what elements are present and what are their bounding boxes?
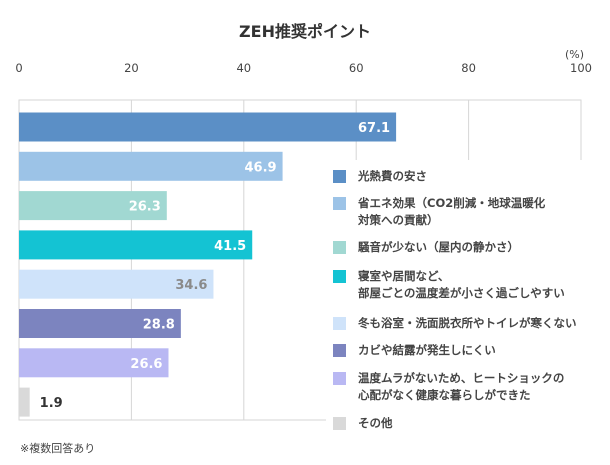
chart-legend: 光熱費の安さ省エネ効果（CO2削減・地球温暖化 対策への貢献） 騒音が少ない（屋内… [326,160,608,440]
legend-item: 光熱費の安さ [326,168,427,185]
chart-title: ZEH推奨ポイント [239,22,371,41]
legend-item: 寝室や居間など、 部屋ごとの温度差が小さく過ごしやすい [326,268,565,302]
legend-swatch [333,197,346,210]
legend-label: その他 [358,416,393,430]
x-tick-label: 20 [124,61,139,75]
x-tick-label: 60 [349,61,364,75]
data-label: 26.3 [129,200,161,215]
data-label: 26.6 [130,357,162,372]
bar [19,230,253,260]
legend-item: その他 [326,415,393,432]
x-tick-label: 0 [15,61,22,75]
legend-item: 騒音が少ない（屋内の静かさ） [326,239,519,256]
legend-swatch [333,170,346,183]
bar [19,309,181,338]
legend-item: 冬も浴室・洗面脱衣所やトイレが寒くない [326,315,577,332]
legend-item: 温度ムラがないため、ヒートショックの 心配がなく健康な暮らしができた [326,370,564,404]
legend-swatch [333,417,346,430]
bar [19,151,283,181]
legend-item: 省エネ効果（CO2削減・地球温暖化 対策への貢献） [326,195,545,229]
legend-label: 冬も浴室・洗面脱衣所やトイレが寒くない [358,316,577,330]
legend-swatch [333,241,346,254]
axis-unit-label: (%) [565,48,585,61]
bar [19,112,397,142]
bar [19,387,30,417]
x-tick-label: 80 [461,61,476,75]
legend-label: カビや結露が発生しにくい [358,343,496,357]
legend-label: 温度ムラがないため、ヒートショックの 心配がなく健康な暮らしができた [358,371,565,402]
data-label: 1.9 [40,396,63,411]
legend-swatch [333,270,346,283]
x-tick-label: 40 [236,61,251,75]
x-tick-label: 100 [570,61,592,75]
bar [19,269,214,299]
footnote: ※複数回答あり [20,442,96,455]
legend-swatch [333,317,346,330]
data-label: 34.6 [175,278,207,293]
data-label: 41.5 [214,239,246,254]
legend-label: 省エネ効果（CO2削減・地球温暖化 対策への貢献） [358,196,546,227]
legend-swatch [333,372,346,385]
bar [19,348,169,378]
data-label: 28.8 [143,318,175,333]
legend-label: 光熱費の安さ [358,169,427,183]
data-label: 46.9 [244,160,276,175]
legend-swatch [333,344,346,357]
legend-label: 寝室や居間など、 部屋ごとの温度差が小さく過ごしやすい [358,269,565,300]
data-label: 67.1 [358,121,390,136]
legend-label: 騒音が少ない（屋内の静かさ） [358,240,519,254]
bar [19,191,167,221]
legend-item: カビや結露が発生しにくい [326,342,496,359]
